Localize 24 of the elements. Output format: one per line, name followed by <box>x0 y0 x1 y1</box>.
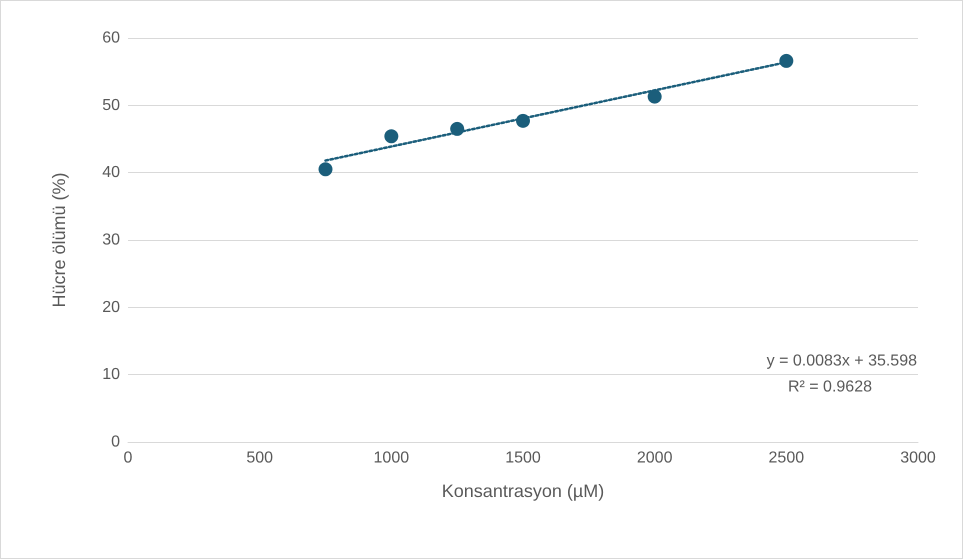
y-tick-label: 10 <box>102 366 120 384</box>
annotation: y = 0.0083x + 35.598 <box>766 352 918 370</box>
y-tick-label: 50 <box>102 96 120 114</box>
point <box>648 90 662 104</box>
x-axis-title: Konsantrasyon (µM) <box>442 481 604 501</box>
y-tick-label: 40 <box>102 164 120 182</box>
annotation: R² = 0.9628 <box>788 378 872 396</box>
x-tick-label: 2000 <box>636 450 673 466</box>
x-tick-label: 0 <box>124 450 133 466</box>
y-tick-label: 30 <box>102 232 120 248</box>
point <box>384 129 398 144</box>
point <box>779 54 794 68</box>
y-tick-label: 60 <box>102 30 120 46</box>
x-tick-label: 1500 <box>505 450 541 466</box>
point <box>516 114 530 128</box>
x-tick-label: 3000 <box>900 450 936 466</box>
point <box>318 162 332 176</box>
point <box>450 122 464 136</box>
x-tick-label: 2500 <box>768 450 804 466</box>
y-tick-label: 20 <box>102 298 120 316</box>
x-tick-label: 1000 <box>374 450 410 466</box>
y-axis-title: Hücre ölümü (%) <box>49 172 69 308</box>
x-tick-label: 500 <box>246 450 274 466</box>
y-tick-label: 0 <box>111 434 120 450</box>
